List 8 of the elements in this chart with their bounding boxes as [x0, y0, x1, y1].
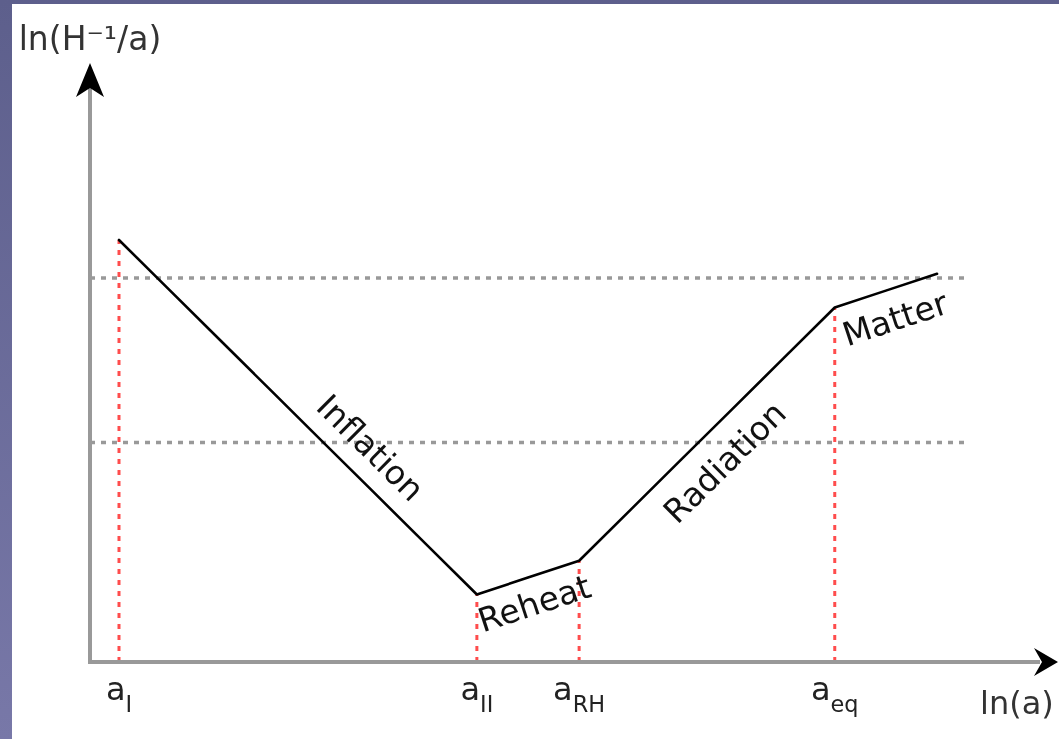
- x-tick-label: a$_{RH}$: [553, 670, 606, 718]
- x-tick-label: a$_{II}$: [460, 670, 494, 718]
- annotation: Reheat: [472, 566, 596, 640]
- x-axis-title: ln(a): [980, 684, 1054, 722]
- x-tick-label: a$_{I}$: [105, 670, 133, 718]
- text: ln(H⁻¹/a): [18, 19, 162, 58]
- annotation: Matter: [837, 282, 953, 354]
- x-tick-label: a$_{eq}$: [810, 670, 859, 718]
